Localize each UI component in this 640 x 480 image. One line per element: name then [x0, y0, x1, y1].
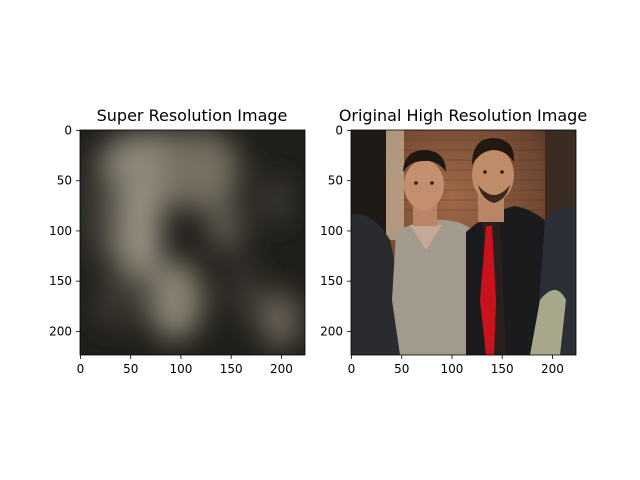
left-y-tick-label: 50 — [57, 174, 72, 188]
left-x-tick-label: 150 — [220, 362, 243, 376]
right-y-tick-label: 150 — [320, 274, 343, 288]
left-x-tick-label: 100 — [169, 362, 192, 376]
right-y-tick-label: 0 — [335, 124, 343, 138]
man-grey-shirt — [392, 150, 478, 355]
left-y-tick-label: 150 — [49, 274, 72, 288]
left-panel-title: Super Resolution Image — [97, 106, 288, 125]
right-panel-title: Original High Resolution Image — [339, 106, 587, 125]
left-axes-ticks: 0 50 100 150 200 0 50 100 150 200 — [49, 124, 293, 376]
right-x-tick-label: 150 — [491, 362, 514, 376]
right-x-tick-label: 200 — [541, 362, 564, 376]
left-y-tick-label: 100 — [49, 224, 72, 238]
right-y-tick-label: 200 — [320, 324, 343, 338]
left-y-tick-label: 200 — [49, 324, 72, 338]
original-high-resolution-photo — [351, 130, 576, 355]
left-x-tick-label: 0 — [77, 362, 85, 376]
super-resolution-image — [80, 130, 305, 355]
right-axes-frame — [350, 129, 577, 356]
right-y-tick-label: 50 — [328, 174, 343, 188]
left-x-tick-label: 200 — [270, 362, 293, 376]
right-x-tick-label: 50 — [394, 362, 409, 376]
right-x-tick-label: 0 — [348, 362, 356, 376]
left-y-tick-label: 0 — [64, 124, 72, 138]
left-axes-frame — [79, 129, 306, 356]
right-x-tick-label: 100 — [440, 362, 463, 376]
right-y-tick-label: 100 — [320, 224, 343, 238]
right-axes-ticks: 0 50 100 150 200 0 50 100 150 200 — [320, 124, 564, 376]
left-x-tick-label: 50 — [123, 362, 138, 376]
